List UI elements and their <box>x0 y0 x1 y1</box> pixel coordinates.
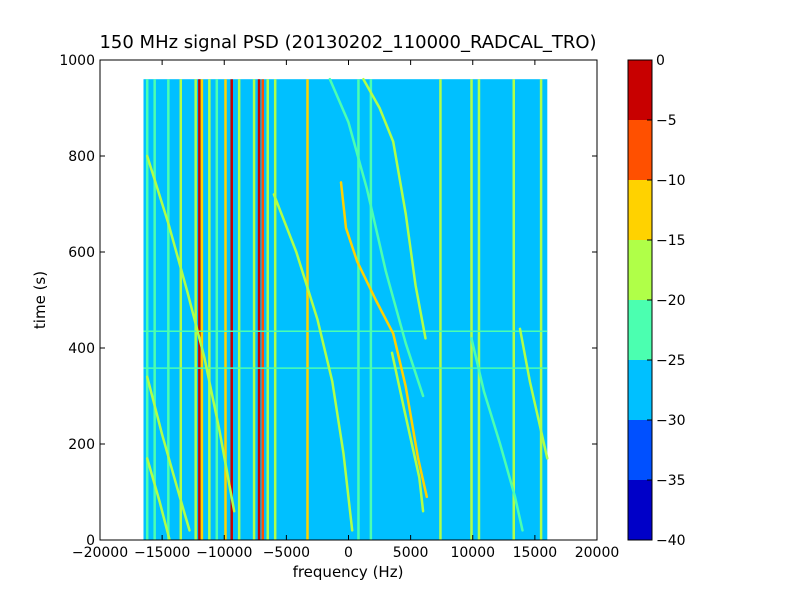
colorbar-tick-label: −25 <box>656 353 686 369</box>
x-tick-label: −10000 <box>196 545 252 561</box>
colorbar-band <box>628 240 652 300</box>
colorbar-band <box>628 480 652 540</box>
colorbar-band <box>628 420 652 480</box>
colorbar-tick-label: 0 <box>656 53 665 69</box>
colorbar-tick-label: −5 <box>656 113 677 129</box>
heatmap-track <box>339 181 429 499</box>
colorbar-tick-label: −15 <box>656 233 686 249</box>
colorbar-band <box>628 360 652 420</box>
colorbar-band <box>628 120 652 180</box>
heatmap-track <box>145 154 236 513</box>
colorbar-tick-label: −35 <box>656 473 686 489</box>
plot-area: −20000 −15000 −10000 −5000 0 5000 10000 15000 20… <box>59 53 619 561</box>
heatmap-track <box>145 375 191 532</box>
heatmap-track <box>145 457 171 540</box>
colorbar-band <box>628 300 652 360</box>
colorbar-band <box>628 60 652 120</box>
y-tick-label: 1000 <box>59 53 95 69</box>
y-tick-label: 0 <box>86 533 95 549</box>
x-tick-label: 15000 <box>513 545 558 561</box>
x-tick-label: 0 <box>344 545 353 561</box>
heatmap-track <box>328 77 425 398</box>
colorbar-band <box>628 180 652 240</box>
heatmap-track <box>390 351 425 513</box>
y-tick-label: 200 <box>68 437 95 453</box>
heatmap <box>143 77 549 540</box>
x-tick-label: −20000 <box>72 545 128 561</box>
y-tick-label: 600 <box>68 245 95 261</box>
x-axis-ticks: −20000 −15000 −10000 −5000 0 5000 10000 15000 20… <box>72 60 619 561</box>
heatmap-track <box>272 193 354 532</box>
colorbar-tick-label: −40 <box>656 533 686 549</box>
heatmap-track <box>362 77 427 340</box>
colorbar-tick-label: −20 <box>656 293 686 309</box>
x-tick-label: 5000 <box>393 545 429 561</box>
x-tick-label: −5000 <box>263 545 310 561</box>
colorbar-tick-label: −10 <box>656 173 686 189</box>
x-axis-label: frequency (Hz) <box>293 563 404 581</box>
colorbar-tick-label: −30 <box>656 413 686 429</box>
heatmap-track <box>470 337 524 532</box>
y-tick-label: 800 <box>68 149 95 165</box>
x-tick-label: −15000 <box>134 545 190 561</box>
y-tick-label: 400 <box>68 341 95 357</box>
x-tick-label: 10000 <box>450 545 495 561</box>
colorbar-bands <box>628 60 652 540</box>
x-tick-label: 20000 <box>575 545 620 561</box>
chart-title: 150 MHz signal PSD (20130202_110000_RADC… <box>99 32 596 53</box>
y-axis-label: time (s) <box>31 271 49 329</box>
colorbar-ticks: 0 −5 −10 −15 −20 −25 −30 −35 −40 <box>647 53 686 549</box>
heatmap-track <box>518 327 549 460</box>
y-axis-ticks: 0 200 400 600 800 1000 <box>59 53 597 549</box>
colorbar: 0 −5 −10 −15 −20 −25 −30 −35 −40 <box>627 53 686 549</box>
